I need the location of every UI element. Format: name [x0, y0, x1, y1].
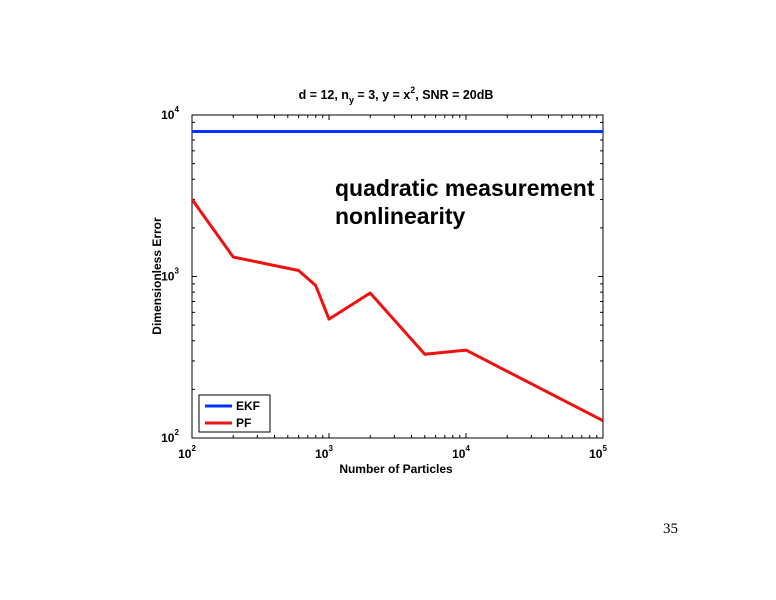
y-tick-label: 103 [161, 267, 179, 284]
x-tick-label: 105 [589, 444, 607, 461]
x-tick-labels: 102 103 104 105 [178, 444, 607, 461]
y-tick-labels: 102 103 104 [161, 105, 179, 445]
x-axis-label: Number of Particles [339, 462, 453, 476]
legend-box [198, 394, 271, 433]
annotation-line-1: quadratic measurement [335, 175, 595, 201]
annotation-text: quadratic measurement nonlinearity [335, 175, 601, 229]
y-tick-label: 102 [161, 428, 179, 445]
x-tick-label: 102 [178, 444, 196, 461]
x-tick-label: 103 [315, 444, 333, 461]
legend-label-ekf: EKF [236, 399, 260, 413]
chart-title: d = 12, ny = 3, y = x2, SNR = 20dB [299, 85, 494, 105]
legend-label-pf: PF [236, 416, 251, 430]
tick-marks [191, 115, 603, 439]
y-tick-label: 104 [161, 105, 179, 122]
y-axis-label: Dimensionless Error [150, 217, 164, 335]
x-tick-label: 104 [452, 444, 470, 461]
legend: EKF PF [198, 394, 271, 433]
page-number: 35 [663, 521, 678, 537]
annotation-line-2: nonlinearity [335, 203, 466, 229]
series-line-pf [190, 198, 604, 423]
series-lines [190, 130, 604, 423]
